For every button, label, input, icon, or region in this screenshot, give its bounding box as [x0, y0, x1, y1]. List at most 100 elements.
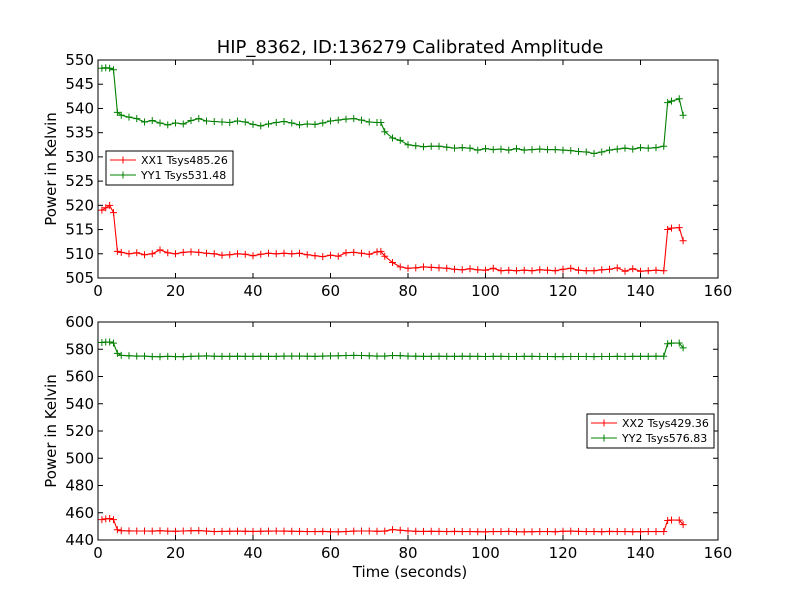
bottom-plot-data-point [582, 528, 590, 536]
top-plot-data-point [613, 264, 621, 272]
top-plot-data-point [644, 144, 652, 152]
bottom-plot-data-point [606, 352, 613, 360]
top-plot-data-point [544, 266, 551, 274]
top-plot-data-point [342, 115, 350, 123]
bottom-plot-x-tick-label: 0 [93, 544, 103, 562]
top-plot-data-point [117, 248, 125, 256]
bottom-plot-x-tick-label: 140 [626, 544, 655, 562]
bottom-plot-data-point [156, 527, 164, 535]
bottom-plot-data-point [513, 352, 520, 360]
bottom-plot-data-point [606, 527, 613, 535]
bottom-plot-data-point [544, 352, 551, 360]
bottom-plot-x-axis-label: Time (seconds) [352, 563, 468, 581]
top-plot-y-tick-label: 550 [65, 51, 94, 69]
bottom-plot-data-point [365, 527, 373, 535]
top-plot-data-point [664, 99, 672, 107]
bottom-plot-data-point [621, 528, 629, 536]
bottom-plot-data-point [668, 516, 675, 524]
top-plot-data-point [427, 142, 435, 150]
bottom-plot-data-point [241, 352, 249, 360]
top-plot-data-point [358, 249, 365, 257]
top-plot: 0 20 40 60 80 100 120 140 160 505 510 515 520 525 530 5… [42, 51, 732, 300]
bottom-plot-data-point [664, 517, 672, 525]
top-plot-data-point [621, 144, 629, 152]
bottom-plot-data-point [319, 352, 327, 360]
top-plot-data-point [296, 249, 303, 257]
top-plot-data-point [164, 249, 172, 257]
top-plot-data-point [497, 145, 505, 153]
top-plot-data-point [113, 247, 121, 255]
top-plot-data-point [133, 115, 141, 123]
top-plot-data-point [652, 144, 660, 152]
top-plot-data-point [389, 134, 396, 142]
top-plot-data-point [551, 267, 559, 275]
top-plot-y-tick-label: 545 [65, 75, 94, 93]
bottom-plot-data-point [536, 352, 544, 360]
bottom-plot-y-tick-label: 500 [65, 449, 94, 467]
bottom-plot-data-point [218, 352, 226, 360]
bottom-plot-data-point [451, 527, 458, 535]
bottom-plot-data-point [110, 516, 117, 524]
top-plot-data-point [210, 118, 218, 126]
top-plot-data-point [218, 251, 226, 259]
top-plot-data-point [257, 250, 265, 258]
top-plot-x-tick-label: 20 [166, 282, 185, 300]
top-plot-data-point [412, 142, 420, 150]
top-plot-data-point [389, 258, 396, 266]
top-plot-data-point [327, 251, 334, 259]
top-plot-data-point [420, 143, 427, 151]
bottom-plot-data-point [644, 352, 652, 360]
bottom-plot-data-point [358, 352, 365, 360]
top-plot-legend-box [105, 150, 234, 186]
top-plot-x-tick-label: 80 [398, 282, 417, 300]
top-plot-data-point [443, 264, 451, 272]
top-plot-data-point [675, 95, 683, 103]
top-plot-data-point [559, 265, 567, 273]
bottom-plot-data-point [582, 352, 590, 360]
top-plot-data-point [365, 118, 373, 126]
top-plot-y-tick-label: 540 [65, 99, 94, 117]
bottom-plot-data-point [652, 528, 660, 536]
top-plot-data-point [280, 249, 288, 257]
top-plot-series [98, 64, 687, 275]
bottom-plot-data-point [389, 526, 396, 534]
top-plot-data-point [664, 226, 672, 234]
bottom-plot-data-point [373, 352, 381, 360]
bottom-plot-data-point [257, 527, 265, 535]
bottom-plot-data-point [172, 527, 179, 535]
bottom-plot-y-tick-label: 440 [65, 531, 94, 549]
top-plot-y-tick-label: 505 [65, 269, 94, 287]
bottom-plot-data-point [133, 527, 141, 535]
bottom-plot-x-tick-label: 20 [166, 544, 185, 562]
bottom-plot-data-point [241, 527, 249, 535]
bottom-plot-data-point [637, 352, 644, 360]
top-plot-data-point [110, 209, 117, 217]
bottom-plot-data-point [482, 352, 489, 360]
top-plot-data-point [106, 201, 114, 209]
top-plot-data-point [598, 148, 606, 156]
top-plot-data-point [179, 248, 187, 256]
bottom-plot-data-point [520, 352, 528, 360]
top-plot-data-point [559, 146, 567, 154]
top-plot-data-point [218, 118, 226, 126]
bottom-plot-data-point [679, 344, 687, 352]
bottom-plot-data-point [327, 528, 334, 536]
top-plot-data-point [288, 119, 296, 127]
bottom-plot-data-point [226, 352, 234, 360]
bottom-plot-data-point [334, 352, 342, 360]
top-plot-data-point [234, 250, 241, 258]
bottom-plot-data-point [381, 352, 389, 360]
top-plot-data-point [172, 119, 179, 127]
top-plot-data-point [675, 224, 683, 232]
bottom-plot-data-point [575, 527, 582, 535]
top-plot-data-point [257, 122, 265, 130]
top-plot-x-tick-label: 160 [704, 282, 733, 300]
top-plot-data-point [443, 143, 451, 151]
bottom-plot-data-point [164, 527, 172, 535]
bottom-plot-x-tick-label: 80 [398, 544, 417, 562]
top-plot-data-point [381, 252, 389, 260]
bottom-plot-data-point [350, 527, 358, 535]
bottom-plot-data-point [660, 352, 668, 360]
bottom-plot-data-point [474, 352, 482, 360]
top-plot-data-point [113, 108, 121, 116]
